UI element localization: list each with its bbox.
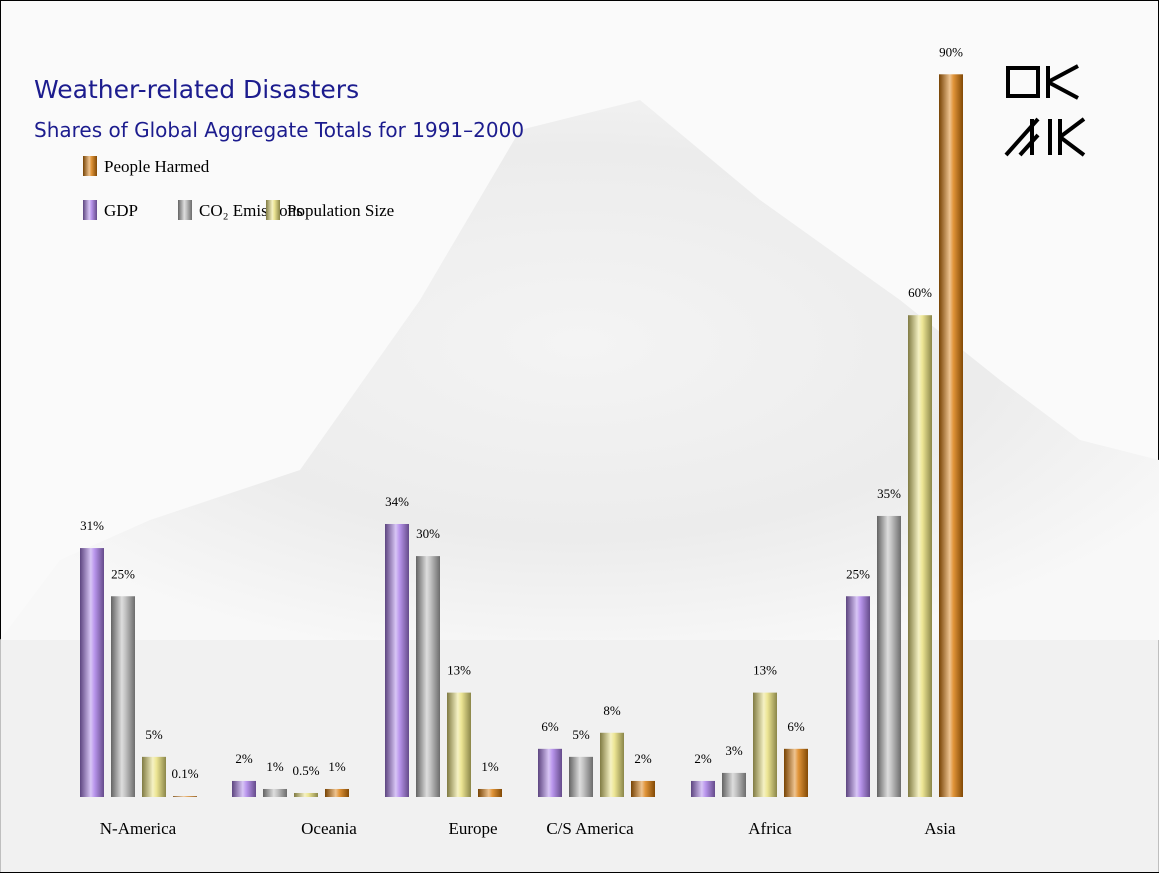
chart-title: Weather-related Disasters — [34, 75, 359, 104]
bar — [631, 780, 655, 797]
legend-swatch — [178, 200, 192, 220]
data-label: 90% — [939, 44, 963, 59]
x-tick-label: Asia — [924, 819, 956, 838]
x-tick-label: C/S America — [546, 819, 634, 838]
data-label: 1% — [266, 759, 284, 774]
data-label: 13% — [753, 663, 777, 678]
bar — [691, 780, 715, 797]
data-label: 5% — [572, 727, 590, 742]
data-label: 5% — [145, 727, 163, 742]
legend-swatch — [83, 156, 97, 176]
x-tick-label: Europe — [448, 819, 497, 838]
data-label: 2% — [235, 751, 253, 766]
data-label: 0.1% — [171, 766, 198, 781]
bar — [173, 796, 197, 797]
data-label: 6% — [787, 719, 805, 734]
bar — [478, 788, 502, 797]
bar — [784, 748, 808, 797]
bar — [908, 315, 932, 797]
logo — [1004, 64, 1086, 157]
data-label: 1% — [481, 759, 499, 774]
legend-label: People Harmed — [104, 157, 210, 176]
data-label: 8% — [603, 703, 621, 718]
bar — [939, 74, 963, 798]
bar — [385, 523, 409, 797]
bar — [294, 792, 318, 797]
data-label: 2% — [694, 751, 712, 766]
bar — [753, 692, 777, 797]
x-tick-label: Oceania — [301, 819, 357, 838]
x-tick-label: N-America — [100, 819, 177, 838]
chart-subtitle: Shares of Global Aggregate Totals for 19… — [34, 118, 524, 142]
bar — [416, 556, 440, 797]
data-label: 2% — [634, 751, 652, 766]
background-water — [0, 640, 1159, 872]
bar — [722, 772, 746, 797]
bar — [538, 748, 562, 797]
data-label: 31% — [80, 518, 104, 533]
data-label: 3% — [725, 743, 743, 758]
data-label: 34% — [385, 494, 409, 509]
data-label: 25% — [111, 566, 135, 581]
bar — [263, 788, 287, 797]
legend-label: GDP — [104, 201, 138, 220]
bar — [325, 788, 349, 797]
legend-swatch — [83, 200, 97, 220]
bar — [447, 692, 471, 797]
bar — [877, 515, 901, 797]
data-label: 6% — [541, 719, 559, 734]
bar — [80, 548, 104, 797]
bar — [569, 756, 593, 797]
bar — [111, 596, 135, 797]
data-label: 60% — [908, 285, 932, 300]
background-iceberg — [0, 100, 1159, 640]
bar — [232, 780, 256, 797]
data-label: 25% — [846, 566, 870, 581]
bar — [846, 596, 870, 797]
legend-label: Population Size — [287, 201, 394, 220]
data-label: 30% — [416, 526, 440, 541]
data-label: 35% — [877, 486, 901, 501]
x-tick-label: Africa — [748, 819, 792, 838]
data-label: 13% — [447, 663, 471, 678]
bar — [600, 732, 624, 797]
legend-swatch — [266, 200, 280, 220]
data-label: 1% — [328, 759, 346, 774]
data-label: 0.5% — [292, 763, 319, 778]
bar — [142, 756, 166, 797]
